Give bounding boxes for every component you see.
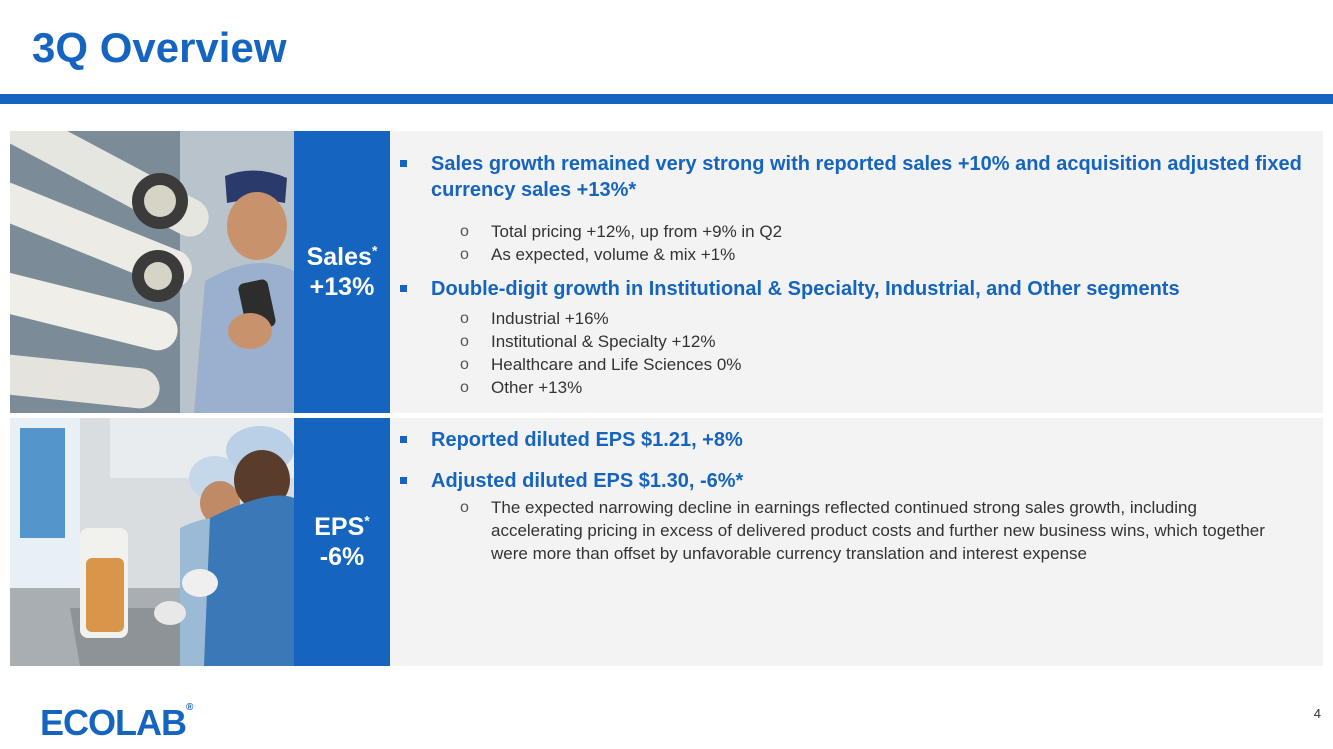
slide-title: 3Q Overview bbox=[32, 24, 287, 71]
circle-bullet-icon: o bbox=[460, 223, 469, 240]
sales-sub-bullet-1: o Total pricing +12%, up from +9% in Q2 bbox=[460, 220, 782, 243]
sales-metric-value: +13% bbox=[309, 273, 375, 301]
sales-sub-bullet-4: o Institutional & Specialty +12% bbox=[460, 330, 715, 353]
title-rule bbox=[0, 94, 1333, 104]
sales-sub-bullet-3: o Industrial +16% bbox=[460, 307, 609, 330]
circle-bullet-icon: o bbox=[460, 333, 469, 350]
eps-panel: EPS* -6% Reported diluted EPS $1.21, +8%… bbox=[10, 418, 1323, 666]
sub-bullet-text: Total pricing +12%, up from +9% in Q2 bbox=[491, 222, 783, 241]
sub-bullet-text: Healthcare and Life Sciences 0% bbox=[491, 355, 742, 374]
eps-metric: EPS* -6% bbox=[294, 418, 390, 666]
logo-text: ECOLAB bbox=[40, 702, 187, 743]
eps-metric-asterisk: * bbox=[364, 512, 370, 529]
sales-metric-label: Sales bbox=[306, 243, 372, 271]
ecolab-logo: ECOLAB® bbox=[40, 702, 193, 744]
bullet-text: Double-digit growth in Institutional & S… bbox=[431, 278, 1180, 300]
sub-bullet-text: The expected narrowing decline in earnin… bbox=[491, 498, 1265, 563]
eps-content: Reported diluted EPS $1.21, +8% Adjusted… bbox=[400, 418, 1313, 666]
circle-bullet-icon: o bbox=[460, 310, 469, 327]
water-technician-photo bbox=[10, 131, 294, 413]
circle-bullet-icon: o bbox=[460, 246, 469, 263]
bullet-text: Adjusted diluted EPS $1.30, -6%* bbox=[431, 470, 744, 492]
sales-metric: Sales* +13% bbox=[294, 131, 390, 413]
sales-sub-bullet-6: o Other +13% bbox=[460, 376, 582, 399]
sales-bullet-1: Sales growth remained very strong with r… bbox=[400, 151, 1313, 203]
sales-sub-bullet-2: o As expected, volume & mix +1% bbox=[460, 243, 735, 266]
sales-sub-bullet-5: o Healthcare and Life Sciences 0% bbox=[460, 353, 741, 376]
sub-bullet-text: As expected, volume & mix +1% bbox=[491, 245, 736, 264]
square-bullet-icon bbox=[400, 160, 407, 167]
square-bullet-icon bbox=[400, 285, 407, 292]
healthcare-handwashing-photo bbox=[10, 418, 294, 666]
square-bullet-icon bbox=[400, 436, 407, 443]
eps-sub-bullet-1: o The expected narrowing decline in earn… bbox=[460, 496, 1293, 565]
circle-bullet-icon: o bbox=[460, 499, 469, 516]
eps-metric-label: EPS bbox=[314, 513, 365, 541]
sub-bullet-text: Other +13% bbox=[491, 378, 583, 397]
bullet-text: Sales growth remained very strong with r… bbox=[431, 153, 1302, 201]
page-number: 4 bbox=[1313, 706, 1321, 721]
bullet-text: Reported diluted EPS $1.21, +8% bbox=[431, 429, 743, 451]
sales-content: Sales growth remained very strong with r… bbox=[400, 131, 1313, 413]
eps-bullet-1: Reported diluted EPS $1.21, +8% bbox=[400, 427, 743, 453]
eps-metric-value: -6% bbox=[319, 543, 365, 571]
sub-bullet-text: Institutional & Specialty +12% bbox=[491, 332, 716, 351]
square-bullet-icon bbox=[400, 477, 407, 484]
sub-bullet-text: Industrial +16% bbox=[491, 309, 609, 328]
circle-bullet-icon: o bbox=[460, 356, 469, 373]
sales-metric-asterisk: * bbox=[371, 242, 378, 259]
registered-mark: ® bbox=[186, 702, 193, 713]
eps-bullet-2: Adjusted diluted EPS $1.30, -6%* bbox=[400, 468, 743, 494]
sales-panel: Sales* +13% Sales growth remained very s… bbox=[10, 131, 1323, 413]
circle-bullet-icon: o bbox=[460, 379, 469, 396]
sales-bullet-2: Double-digit growth in Institutional & S… bbox=[400, 276, 1180, 302]
